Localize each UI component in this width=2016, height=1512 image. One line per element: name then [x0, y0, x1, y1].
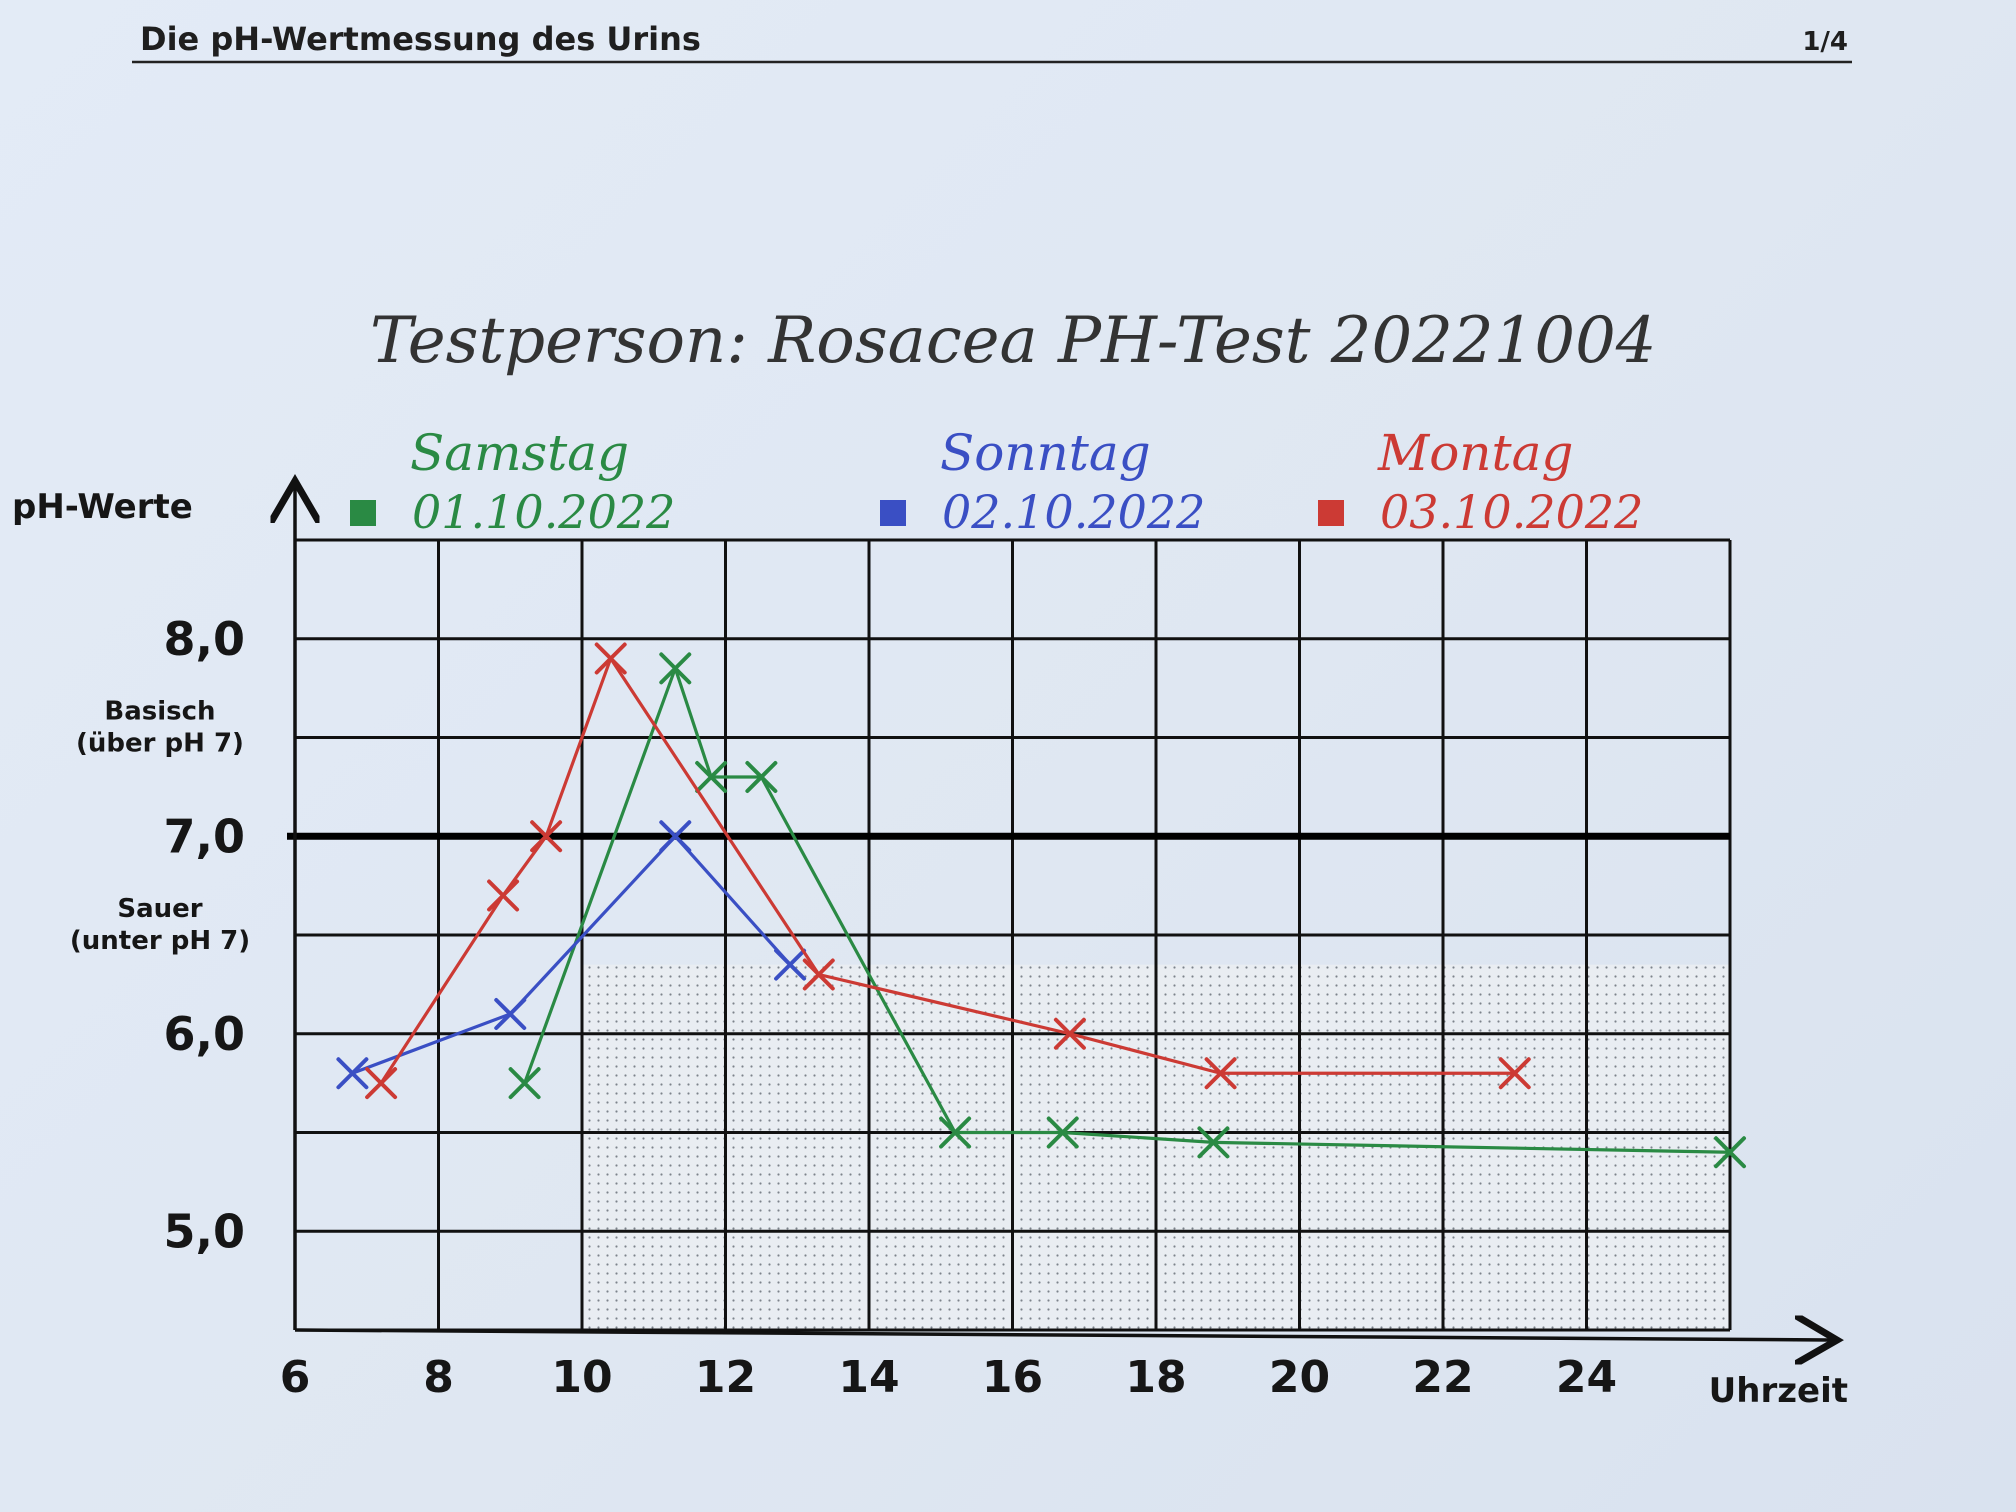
data-point-samstag: [1714, 1136, 1746, 1169]
y-tick-label: 8,0: [164, 612, 246, 666]
x-tick-label: 14: [838, 1352, 899, 1403]
y-tick-label: 5,0: [164, 1204, 246, 1258]
x-tick-label: 6: [280, 1352, 311, 1403]
data-point-sonntag: [774, 948, 807, 981]
annotation-text: Sauer: [117, 894, 202, 924]
series-line-sonntag: [351, 834, 792, 1075]
legend-name: Samstag: [410, 424, 629, 482]
data-point-samstag: [1046, 1116, 1079, 1149]
x-tick-label: 8: [423, 1352, 454, 1403]
x-tick-label: 24: [1556, 1352, 1617, 1403]
grid: [287, 538, 1732, 1332]
x-axis: [294, 1330, 1830, 1340]
legend-date: 03.10.2022: [1380, 485, 1643, 539]
legend-name: Sonntag: [940, 424, 1151, 482]
data-point-samstag: [939, 1116, 972, 1149]
data-point-montag: [365, 1067, 398, 1100]
y-axis-label: pH-Werte: [12, 487, 193, 527]
series: [336, 642, 1746, 1169]
data-point-montag: [802, 958, 835, 991]
data-point-montag: [1053, 1017, 1086, 1050]
axes: [295, 488, 1830, 1340]
legend-date: 01.10.2022: [412, 485, 675, 539]
data-point-montag: [594, 642, 627, 675]
y-tick-label: 7,0: [164, 809, 246, 863]
data-point-sonntag: [336, 1057, 369, 1090]
data-point-montag: [487, 879, 520, 912]
x-tick-label: 16: [982, 1352, 1043, 1403]
data-point-sonntag: [659, 820, 692, 853]
x-axis-label: Uhrzeit: [1709, 1371, 1848, 1411]
x-tick-label: 10: [551, 1352, 612, 1403]
data-point-samstag: [1197, 1126, 1230, 1159]
x-tick-label: 12: [695, 1352, 756, 1403]
axis-labels: pH-Werte Uhrzeit 6 8 10 12 14 16 18 20 22 24 8,0 7,0 6…: [12, 487, 1848, 1411]
series-line-samstag: [523, 666, 1731, 1154]
legend-swatch: [350, 500, 376, 526]
data-point-samstag: [745, 761, 778, 793]
x-tick-label: 20: [1269, 1352, 1330, 1403]
page-header-title: Die pH-Wertmessung des Urins: [140, 20, 701, 58]
data-point-montag: [1204, 1057, 1237, 1090]
data-point-montag: [530, 820, 563, 853]
data-point-samstag: [659, 652, 692, 685]
annotation-text: Basisch: [104, 697, 215, 727]
data-point-samstag: [695, 761, 728, 793]
handwritten-title: Testperson: Rosacea PH-Test 20221004: [370, 304, 1657, 378]
legend-swatch: [1318, 500, 1344, 526]
x-tick-label: 22: [1412, 1352, 1473, 1403]
data-point-sonntag: [494, 998, 527, 1030]
page-number: 1/4: [1802, 27, 1848, 57]
y-tick-label: 6,0: [164, 1007, 246, 1061]
x-tick-label: 18: [1125, 1352, 1186, 1403]
annotation-text: (über pH 7): [76, 729, 244, 759]
legend-date: 02.10.2022: [942, 485, 1205, 539]
legend-name: Montag: [1377, 424, 1573, 482]
annotation-text: (unter pH 7): [70, 926, 250, 956]
legend-swatch: [880, 500, 906, 526]
data-point-samstag: [508, 1067, 541, 1100]
data-point-montag: [1498, 1057, 1531, 1090]
